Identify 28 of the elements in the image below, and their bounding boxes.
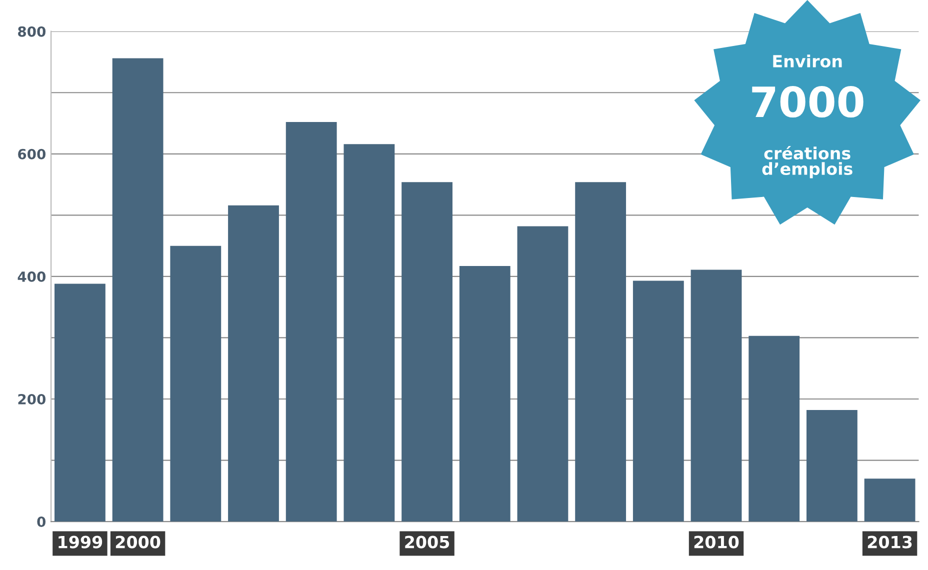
bar [286,122,337,522]
bar [344,144,395,522]
x-tick-label: 2013 [868,536,912,548]
bar [517,226,568,522]
bar [112,58,164,522]
bar [864,478,916,522]
bar [690,270,742,522]
y-tick-label: 200 [18,394,46,404]
bar [806,410,858,522]
bar [632,280,684,522]
annotation: 7000 [752,86,864,118]
y-tick-label: 800 [18,26,46,37]
x-tick-label: 2010 [694,536,739,548]
annotation: Environ [773,54,842,68]
y-tick-label: 600 [18,148,46,160]
y-tick-label: 400 [18,271,46,282]
x-tick-label: 2000 [116,536,160,548]
x-tick-label: 1999 [58,536,102,548]
x-tick-label: 2005 [405,536,450,548]
bar [402,182,452,522]
y-tick-label: 0 [37,516,46,528]
bar [228,205,279,522]
bar [575,182,626,522]
bar [748,336,800,522]
annotation: créations d’emplois [762,146,852,178]
bar [54,284,106,522]
bar [459,266,510,522]
bar [170,246,222,522]
